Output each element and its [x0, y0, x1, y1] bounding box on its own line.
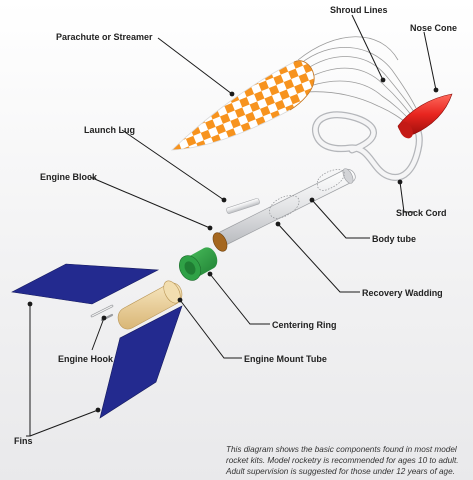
shock-cord	[312, 111, 423, 181]
label-recovery-wadding: Recovery Wadding	[362, 288, 443, 298]
label-shock-cord: Shock Cord	[396, 208, 447, 218]
nose-cone	[397, 93, 453, 139]
label-engine-mount-tube: Engine Mount Tube	[244, 354, 327, 364]
label-launch-lug: Launch Lug	[84, 125, 135, 135]
shroud-lines	[297, 36, 417, 125]
label-shroud-lines: Shroud Lines	[330, 5, 388, 15]
caption: This diagram shows the basic components …	[226, 444, 466, 477]
label-engine-block: Engine Block	[40, 172, 98, 182]
parachute	[170, 60, 315, 151]
label-parachute: Parachute or Streamer	[56, 32, 153, 42]
fins	[11, 263, 183, 419]
fin-upper	[11, 263, 160, 305]
leader-dots	[27, 77, 439, 413]
fin-lower	[99, 305, 183, 419]
caption-line-2: rocket kits. Model rocketry is recommend…	[226, 456, 459, 465]
label-nose-cone: Nose Cone	[410, 23, 457, 33]
launch-lug	[226, 198, 260, 214]
label-fins: Fins	[14, 436, 33, 446]
engine-block	[212, 232, 228, 252]
caption-line-3: Adult supervision is suggested for those…	[226, 467, 455, 476]
engine-mount-tube	[117, 280, 183, 330]
leader-lines	[26, 14, 437, 437]
label-body-tube: Body tube	[372, 234, 416, 244]
label-engine-hook: Engine Hook	[58, 354, 114, 364]
recovery-wadding	[269, 169, 345, 219]
label-centering-ring: Centering Ring	[272, 320, 337, 330]
caption-line-1: This diagram shows the basic components …	[226, 445, 457, 454]
centering-ring	[179, 247, 218, 281]
